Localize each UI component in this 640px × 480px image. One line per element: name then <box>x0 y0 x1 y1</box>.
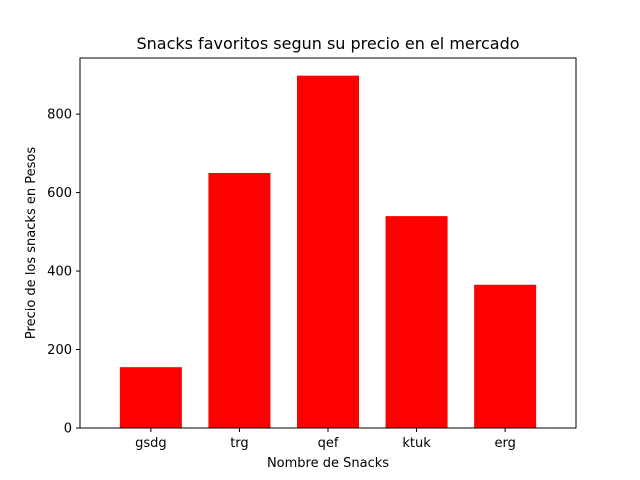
x-tick-label: trg <box>230 436 248 451</box>
y-tick-label: 600 <box>47 186 72 201</box>
bar-erg <box>474 284 537 428</box>
x-tick-label: gsdg <box>135 436 167 451</box>
bar-ktuk <box>385 216 448 428</box>
y-tick-label: 200 <box>47 343 72 358</box>
bar-trg <box>208 172 271 428</box>
bar-qef <box>297 75 359 428</box>
bars-group <box>119 75 537 428</box>
y-axis-ticks: 0 200 400 600 800 <box>47 108 80 437</box>
x-tick-label: erg <box>494 436 515 451</box>
y-tick-label: 400 <box>47 265 72 280</box>
x-tick-label: ktuk <box>402 436 431 451</box>
plot-frame <box>79 57 577 429</box>
y-tick-label: 800 <box>47 108 72 123</box>
y-axis-label: Precio de los snacks en Pesos <box>24 147 39 339</box>
x-axis-label: Nombre de Snacks <box>267 456 389 471</box>
chart-title: Snacks favoritos segun su precio en el m… <box>136 34 519 53</box>
x-axis-ticks: gsdg trg qef ktuk erg <box>135 428 516 451</box>
x-tick-label: qef <box>318 436 339 451</box>
y-tick-label: 0 <box>64 422 72 437</box>
bar-gsdg <box>119 367 182 428</box>
